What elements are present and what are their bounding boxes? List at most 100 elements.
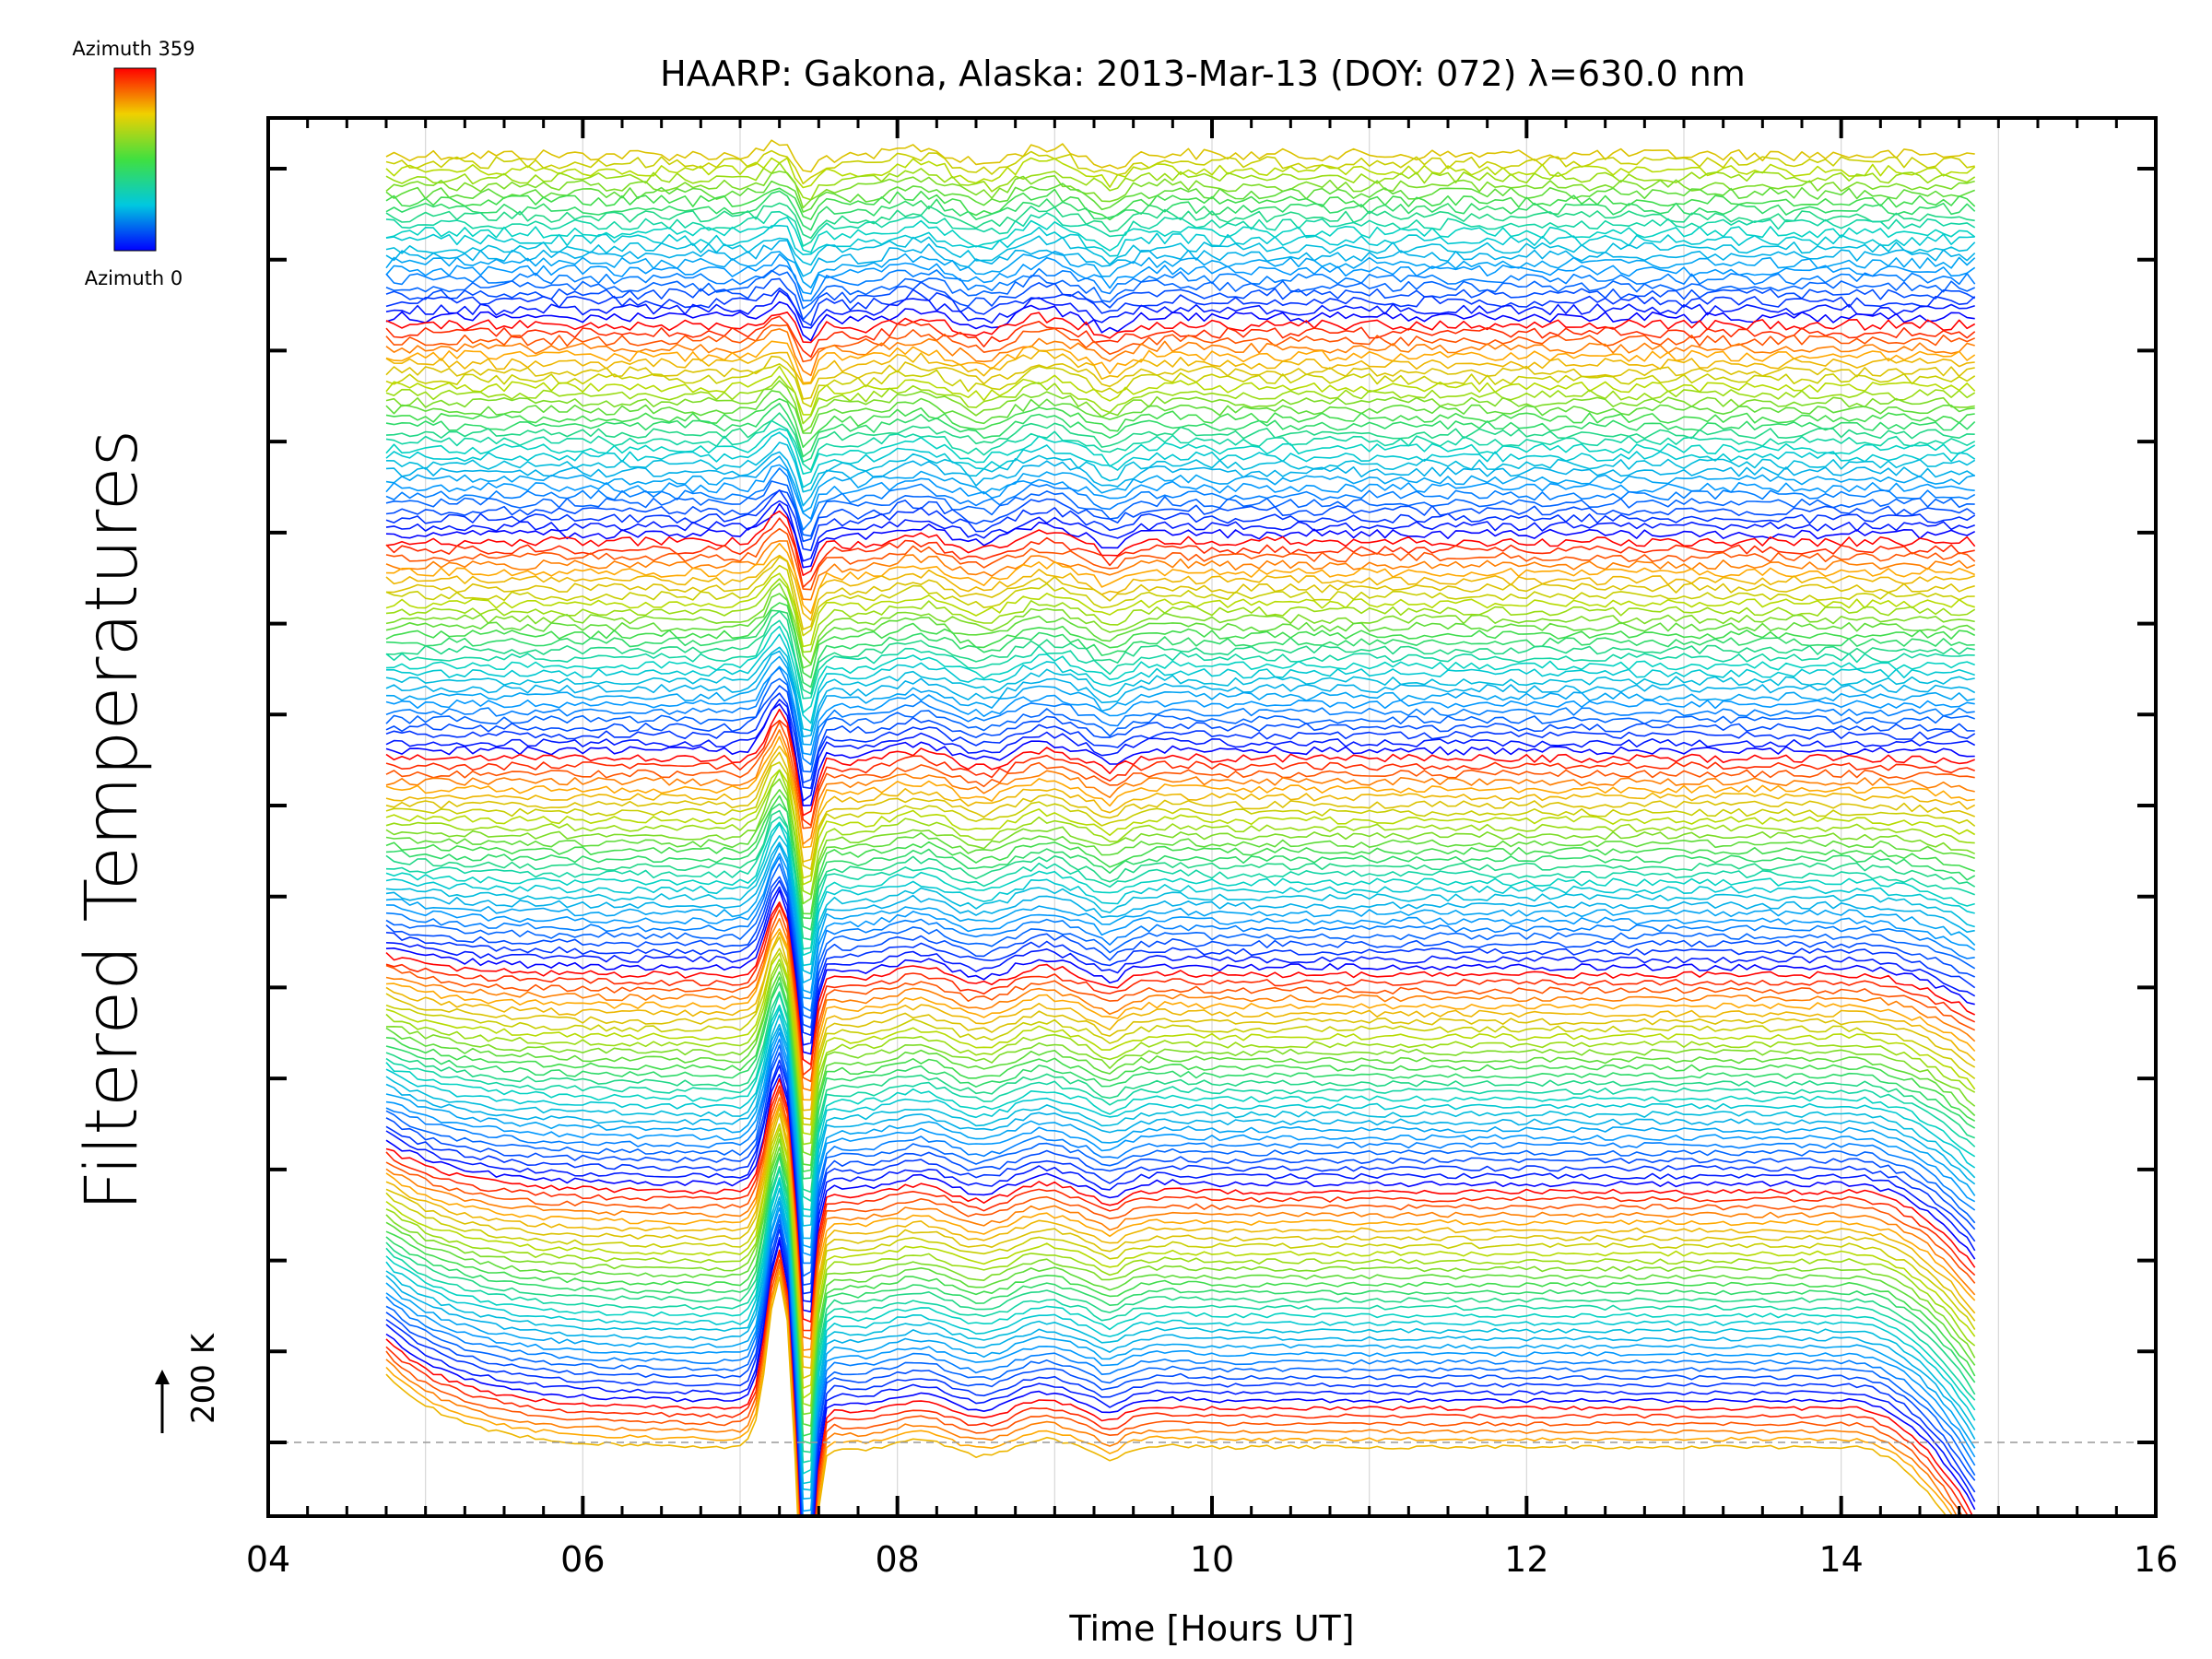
series-line — [385, 619, 1975, 700]
series-line — [385, 1004, 1976, 1211]
series-line — [385, 1177, 1976, 1475]
series-line — [385, 1031, 1976, 1256]
series-line — [385, 556, 1975, 630]
series-line — [385, 794, 1975, 920]
series-line — [385, 646, 1975, 732]
series-line — [385, 931, 1976, 1112]
series-line — [385, 542, 1976, 615]
series-line — [385, 517, 1975, 588]
colorbar-top-label: Azimuth 359 — [72, 38, 194, 60]
series-line — [385, 1249, 1974, 1516]
series-line — [385, 1259, 1964, 1516]
series-line — [385, 863, 1976, 1019]
series-line — [385, 1241, 1976, 1516]
series-line — [385, 1027, 1976, 1249]
series-line — [385, 769, 1976, 886]
series-line — [385, 187, 1976, 221]
chart-title: HAARP: Gakona, Alaska: 2013-Mar-13 (DOY:… — [660, 53, 1746, 94]
series-line — [385, 1165, 1976, 1453]
series-line — [385, 380, 1975, 433]
x-tick-label: 12 — [1504, 1539, 1548, 1580]
series-line — [385, 909, 1976, 1083]
series-line — [385, 602, 1976, 679]
series-line — [385, 1038, 1976, 1265]
series-line — [385, 1106, 1976, 1370]
series-line — [385, 719, 1975, 827]
series-line — [385, 1023, 1976, 1240]
series-line — [385, 1085, 1976, 1332]
series-line — [385, 180, 1975, 213]
series-line — [385, 963, 1976, 1156]
series-line — [385, 778, 1976, 905]
series-line — [385, 856, 1975, 1012]
series-line — [385, 1155, 1976, 1444]
series-line — [385, 1014, 1976, 1227]
series-line — [385, 959, 1976, 1146]
series-line — [385, 991, 1975, 1194]
axis-ticks: 04 06 08 10 12 14 16 — [246, 118, 2178, 1580]
series-line — [385, 328, 1975, 377]
series-line — [385, 633, 1975, 724]
series-line — [385, 500, 1975, 562]
series-line — [385, 610, 1975, 695]
series-line — [385, 419, 1976, 472]
scale-bar: 200 K — [155, 1332, 222, 1433]
series-line — [385, 363, 1976, 408]
series-line — [385, 455, 1975, 513]
series-line — [385, 217, 1976, 253]
series-line — [385, 823, 1975, 967]
series-line — [385, 609, 1975, 688]
series-line — [385, 375, 1976, 425]
scale-bar-label: 200 K — [185, 1332, 222, 1424]
x-tick-label: 08 — [875, 1539, 919, 1580]
series-line — [385, 947, 1976, 1126]
series-line — [385, 1146, 1976, 1427]
series-line — [385, 886, 1976, 1046]
series-line — [385, 1223, 1976, 1516]
series-line — [385, 300, 1975, 342]
series-line — [385, 578, 1976, 653]
series-line — [385, 582, 1975, 665]
series-line — [385, 1237, 1976, 1516]
colorbar-bottom-label: Azimuth 0 — [85, 267, 183, 289]
series-line — [385, 269, 1976, 310]
series-line — [385, 935, 1976, 1121]
series-line — [385, 572, 1975, 648]
x-tick-label: 14 — [1818, 1539, 1863, 1580]
colorbar-gradient — [113, 67, 157, 252]
series-line — [385, 441, 1976, 493]
series-line — [385, 240, 1976, 277]
series-line — [385, 365, 1976, 416]
series-line — [385, 488, 1976, 552]
series-line — [385, 431, 1976, 488]
series-line — [385, 1264, 1959, 1516]
series-line — [385, 1127, 1976, 1399]
series-line — [385, 324, 1976, 363]
series-line — [385, 1181, 1976, 1485]
series-line — [385, 277, 1976, 321]
series-line — [385, 289, 1975, 329]
series-line — [385, 554, 1975, 621]
series-line — [385, 703, 1975, 806]
series-line — [385, 540, 1976, 601]
series-line — [385, 1206, 1976, 1516]
series-line — [385, 685, 1975, 783]
series-line — [385, 253, 1976, 295]
series-line — [385, 149, 1975, 184]
series-line — [385, 1270, 1954, 1516]
series-line — [385, 853, 1976, 1000]
colorbar: Azimuth 359 Azimuth 0 — [72, 38, 194, 289]
series-line — [385, 721, 1975, 830]
series-line — [385, 927, 1976, 1101]
series-line — [385, 751, 1975, 871]
series-line — [385, 834, 1975, 975]
series-line — [385, 1229, 1976, 1516]
series-line — [385, 1214, 1976, 1516]
series-line — [385, 666, 1975, 766]
series-line — [385, 692, 1976, 790]
x-tick-label: 04 — [246, 1539, 290, 1580]
x-axis-label: Time [Hours UT] — [1068, 1608, 1354, 1649]
series-line — [385, 1152, 1976, 1437]
series-line — [385, 655, 1975, 746]
